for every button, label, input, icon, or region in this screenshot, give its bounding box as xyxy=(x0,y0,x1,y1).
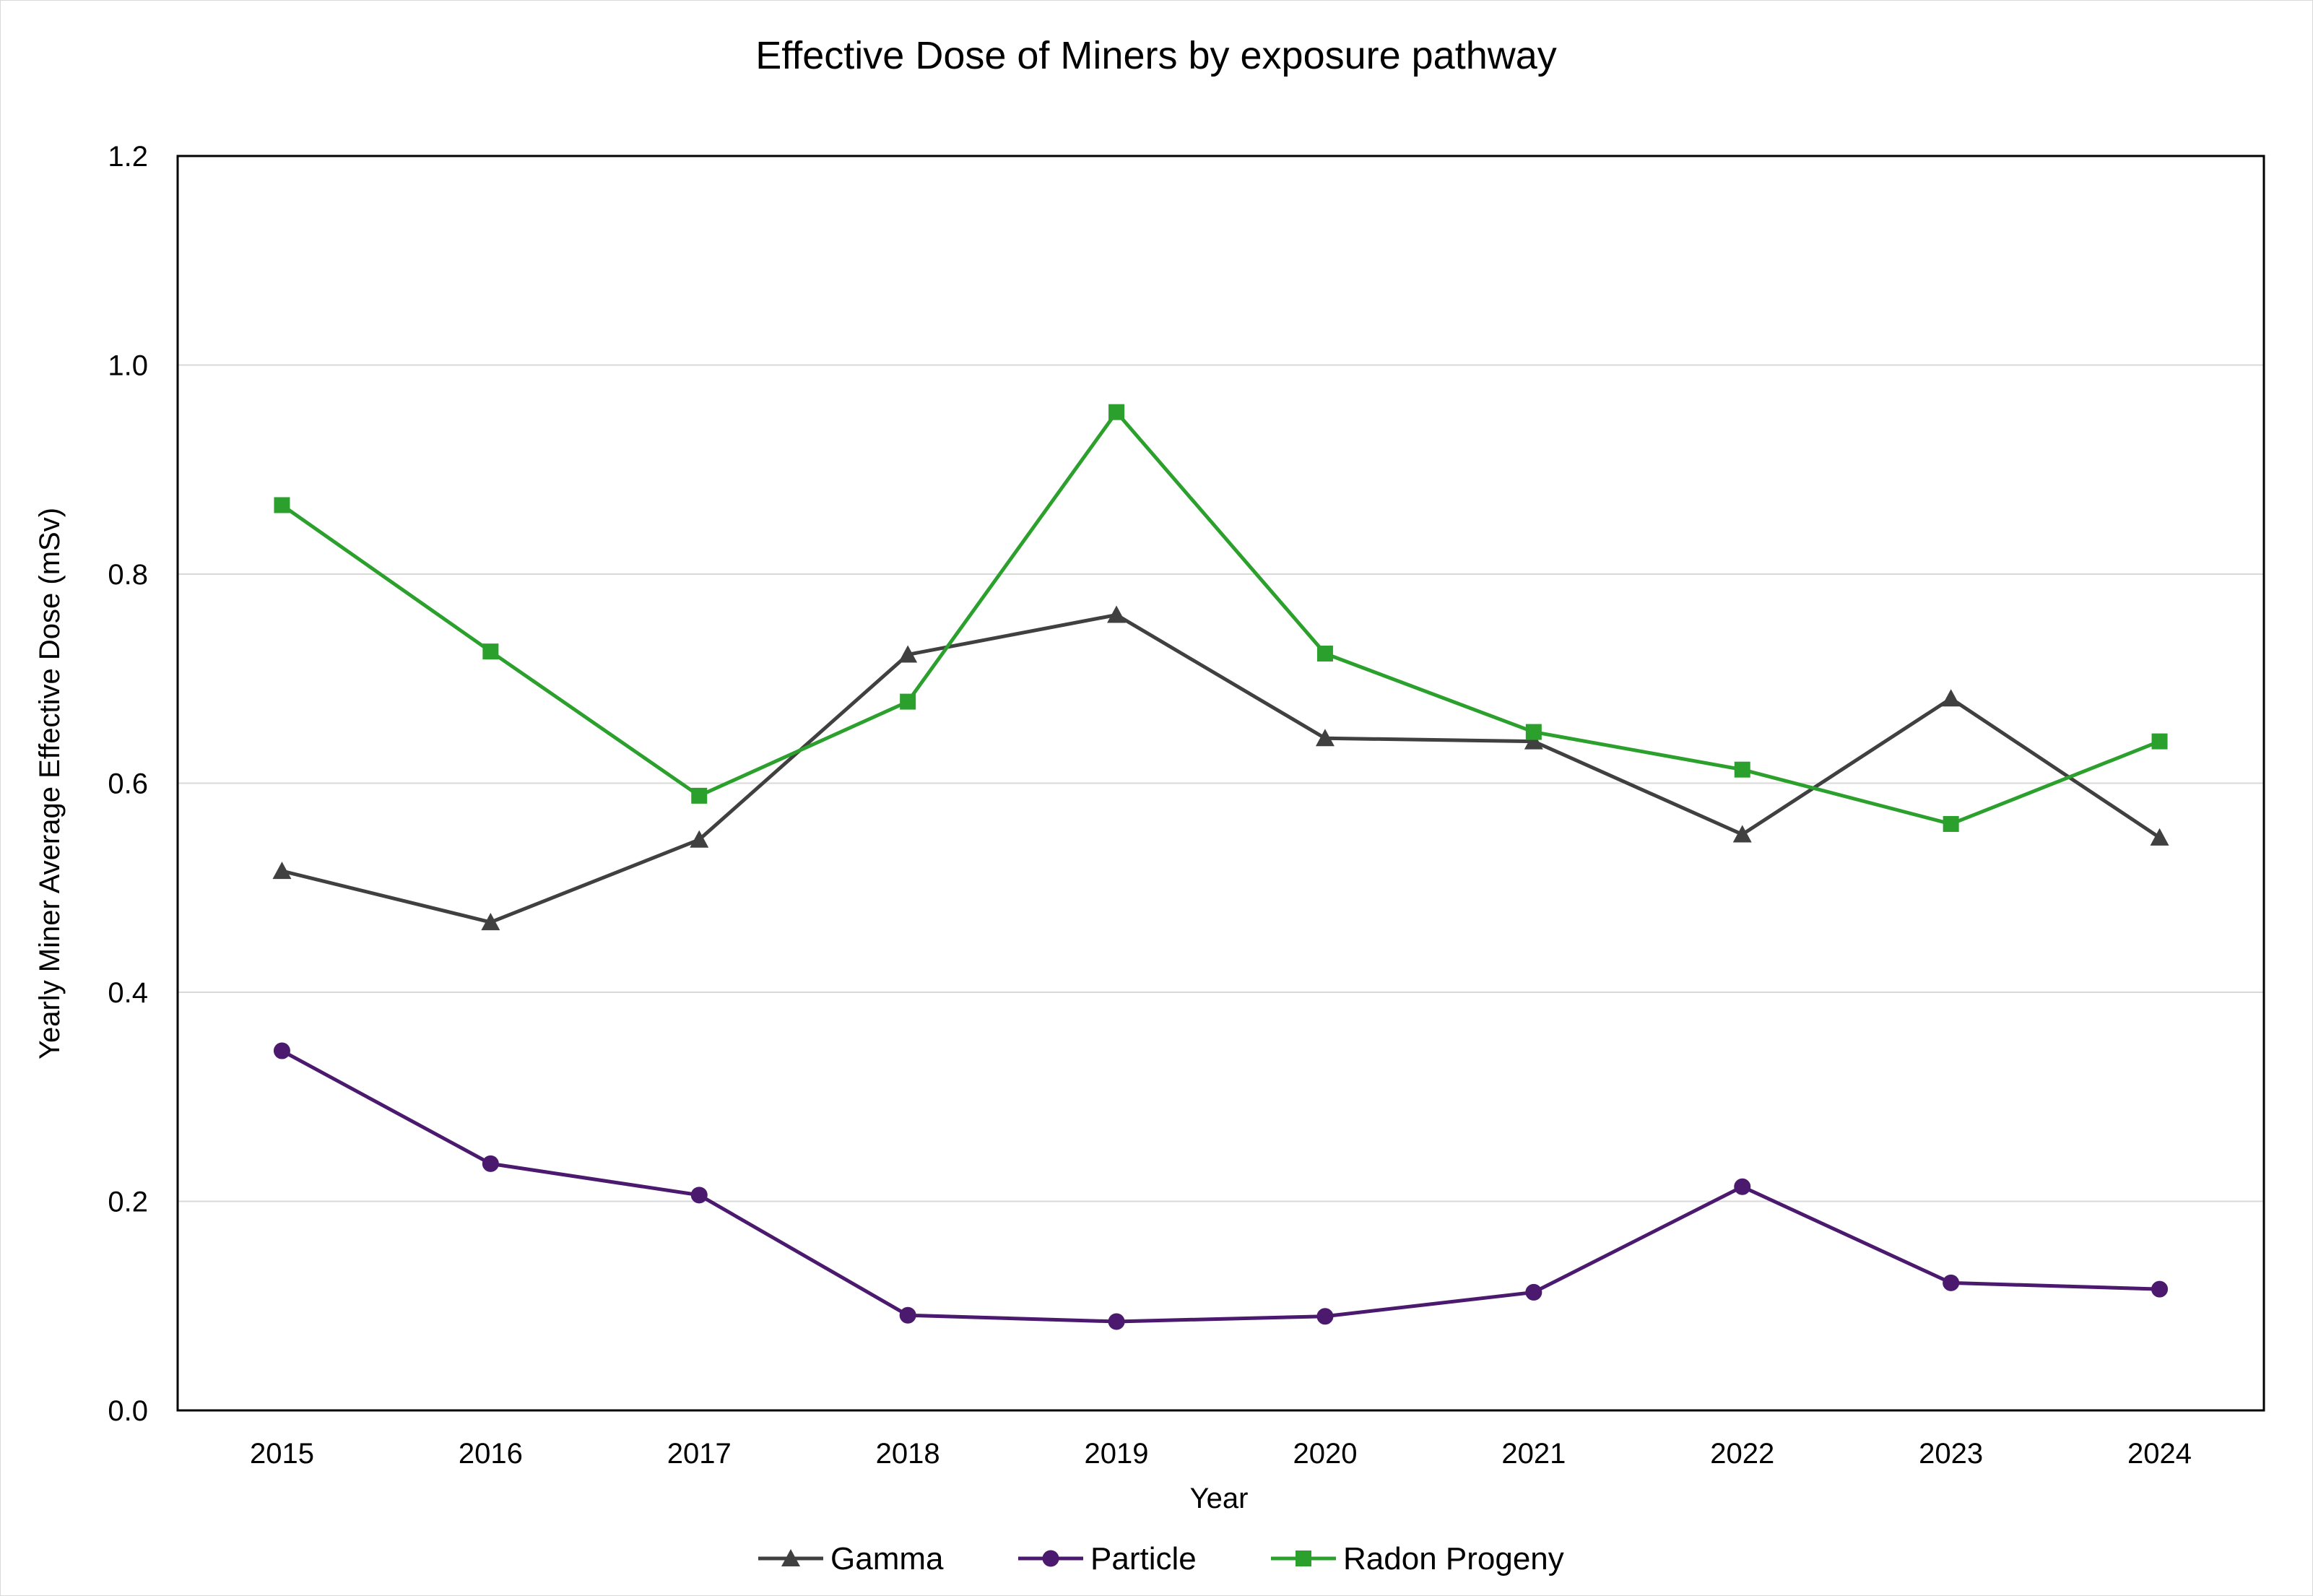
data-point-radon-progeny xyxy=(482,643,499,660)
x-tick-label: 2019 xyxy=(1085,1438,1149,1470)
series-gamma xyxy=(272,605,2169,931)
plot-area xyxy=(176,155,2265,1412)
x-tick-label: 2016 xyxy=(459,1438,523,1470)
data-point-particle xyxy=(1943,1274,1960,1291)
data-point-gamma xyxy=(1732,825,1752,843)
legend-marker xyxy=(781,1549,800,1567)
data-point-gamma xyxy=(898,645,918,663)
data-point-radon-progeny xyxy=(2151,733,2168,750)
series-line-gamma xyxy=(281,612,2161,924)
x-tick-label: 2021 xyxy=(1501,1438,1566,1470)
y-tick-label: 0.6 xyxy=(108,768,148,800)
y-tick-label: 0.8 xyxy=(108,559,148,591)
x-tick-label: 2020 xyxy=(1293,1438,1357,1470)
x-axis-ticks: 2015 2016 2017 2018 2019 2020 2021 2022 2023 2024 xyxy=(250,1438,2192,1470)
series-line-radon-progeny xyxy=(281,410,2161,826)
data-point-particle xyxy=(1525,1283,1542,1301)
data-point-gamma xyxy=(1315,729,1335,747)
data-point-particle xyxy=(1734,1178,1751,1195)
series-line-particle xyxy=(281,1049,2160,1324)
y-tick-label: 1.0 xyxy=(108,350,148,382)
legend-item-radon-progeny: Radon Progeny xyxy=(1271,1541,1564,1577)
data-point-gamma xyxy=(481,913,500,931)
data-point-particle xyxy=(1108,1313,1125,1330)
data-point-particle xyxy=(899,1306,916,1324)
legend-item-particle: Particle xyxy=(1018,1541,1197,1577)
x-tick-label: 2024 xyxy=(2127,1438,2192,1470)
chart-title: Effective Dose of Miners by exposure pat… xyxy=(755,34,1557,77)
gridlines xyxy=(178,364,2264,1202)
y-tick-label: 1.2 xyxy=(108,141,148,173)
data-point-radon-progeny xyxy=(274,497,290,513)
y-tick-label: 0.2 xyxy=(108,1187,148,1218)
data-point-particle xyxy=(690,1187,708,1204)
data-point-particle xyxy=(482,1155,499,1172)
series-particle xyxy=(273,1042,2169,1330)
legend-label: Gamma xyxy=(830,1541,944,1577)
y-axis-ticks: 0.0 0.2 0.4 0.6 0.8 1.0 1.2 xyxy=(108,141,148,1427)
data-point-particle xyxy=(1316,1308,1334,1325)
data-point-gamma xyxy=(690,830,709,848)
data-point-radon-progeny xyxy=(691,787,708,804)
series-layer xyxy=(272,404,2169,1330)
y-axis-label: Yearly Miner Average Effective Dose (mSv… xyxy=(34,508,66,1059)
data-point-radon-progeny xyxy=(1525,724,1542,740)
data-point-particle xyxy=(2151,1280,2169,1298)
data-point-radon-progeny xyxy=(1734,761,1750,778)
data-point-radon-progeny xyxy=(1943,815,1959,832)
legend-label: Particle xyxy=(1090,1541,1197,1577)
data-point-gamma xyxy=(272,862,292,880)
legend-marker xyxy=(1296,1551,1311,1566)
legend-item-gamma: Gamma xyxy=(758,1541,944,1577)
y-tick-label: 0.0 xyxy=(108,1395,148,1427)
data-point-gamma xyxy=(1524,732,1543,750)
x-tick-label: 2018 xyxy=(876,1438,940,1470)
data-point-radon-progeny xyxy=(1108,404,1125,420)
data-point-gamma xyxy=(1107,605,1127,623)
data-point-radon-progeny xyxy=(1316,646,1333,662)
legend-label: Radon Progeny xyxy=(1343,1541,1564,1577)
x-tick-label: 2017 xyxy=(667,1438,732,1470)
x-axis-label: Year xyxy=(1190,1483,1249,1514)
data-point-gamma xyxy=(1941,689,1961,707)
legend: Gamma Particle Radon Progeny xyxy=(758,1541,1564,1577)
data-point-gamma xyxy=(2150,828,2169,846)
legend-marker xyxy=(1042,1550,1059,1567)
series-radon-progeny xyxy=(274,404,2168,832)
data-point-radon-progeny xyxy=(900,693,916,710)
x-tick-label: 2022 xyxy=(1710,1438,1774,1470)
x-tick-label: 2015 xyxy=(250,1438,314,1470)
data-point-particle xyxy=(273,1042,290,1059)
y-tick-label: 0.4 xyxy=(108,977,148,1009)
x-tick-label: 2023 xyxy=(1919,1438,1983,1470)
